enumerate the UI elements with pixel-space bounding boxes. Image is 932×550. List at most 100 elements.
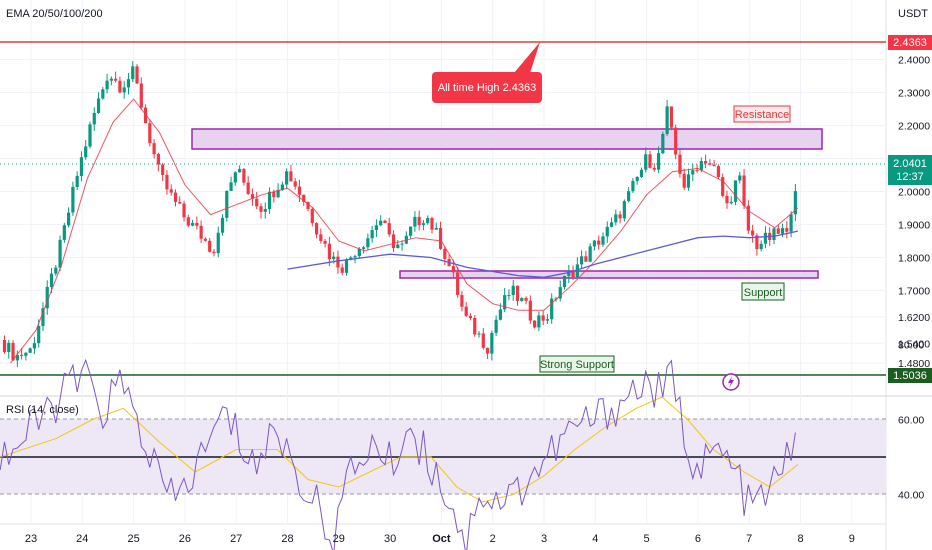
candle-body [430, 218, 434, 230]
candle-body [417, 216, 421, 226]
candle-body [776, 228, 780, 234]
time-tick-label: 30 [384, 533, 396, 545]
price-axis[interactable]: 2.40002.30002.20002.10002.00001.90001.80… [898, 55, 930, 371]
price-tick-label: 1.6200 [898, 312, 930, 324]
candle-body [186, 217, 190, 226]
candle-body [332, 256, 336, 260]
candle-body [199, 225, 203, 239]
time-axis[interactable]: 23 24 25 26 27 28 29 30 Oct 2 3 4 5 6 7 8 9 [25, 533, 855, 545]
time-tick-label: Oct [432, 533, 451, 545]
candle-body [708, 163, 712, 165]
rsi-title: RSI (14, close) [6, 404, 79, 416]
candle-body [357, 248, 361, 257]
candle-body [75, 175, 79, 187]
candle-body [178, 201, 182, 204]
flash-icon-bolt [728, 376, 734, 388]
candle-body [503, 295, 507, 310]
strong-support-label: Strong Support [540, 359, 614, 371]
candle-body [588, 246, 592, 262]
candle-body [396, 244, 400, 249]
price-tick-label: 2.4000 [898, 55, 930, 67]
candle-body [225, 190, 229, 218]
candle-body [537, 315, 541, 328]
support-label-box[interactable] [741, 282, 785, 301]
ema-fast-line [10, 98, 799, 364]
candle-body [374, 225, 379, 231]
candle-body [122, 87, 126, 93]
candle-body [114, 78, 118, 81]
candle-body [152, 143, 156, 155]
candle-body [639, 169, 644, 178]
resistance-zone[interactable] [191, 128, 823, 150]
candle-body [644, 154, 648, 170]
candle-body [609, 222, 614, 227]
candle-body [314, 223, 319, 235]
price-tick-label: 2.0000 [898, 187, 930, 199]
candle-body [614, 214, 618, 223]
candle-body [32, 343, 37, 349]
candle-body [54, 267, 58, 274]
candle-body [669, 106, 673, 128]
candle-body [379, 220, 383, 226]
time-tick-label: 28 [281, 533, 293, 545]
candle-body [789, 214, 793, 232]
candle-body [558, 287, 562, 299]
candle-body [721, 177, 725, 196]
candle-body [421, 223, 426, 226]
rsi-tick-label: 60.00 [898, 415, 924, 427]
support-zone[interactable] [399, 270, 819, 279]
current-price-tag [888, 155, 932, 185]
candle-body [169, 189, 173, 193]
candle-body [366, 238, 370, 248]
candle-body [319, 234, 323, 241]
ema-slow-line [287, 230, 799, 278]
candle-body [101, 89, 105, 99]
strong-support-price-tag-text: 1.5036 [893, 370, 927, 382]
candle-body [229, 182, 233, 191]
candle-body [597, 240, 601, 245]
ath-callout-text: All time High 2.4363 [438, 82, 536, 94]
candle-body [716, 166, 721, 178]
candle-body [627, 191, 631, 202]
candle-body [353, 256, 357, 258]
resistance-label-box[interactable] [733, 105, 791, 123]
candle-body [182, 203, 186, 218]
candle-body [96, 98, 101, 113]
candle-body [678, 154, 682, 174]
candle-body [126, 79, 131, 88]
candle-body [293, 181, 297, 187]
rsi-tick-label: 80.00 [898, 340, 924, 352]
candle-body [263, 209, 267, 212]
candle-body [212, 251, 216, 254]
candle-body [37, 326, 41, 344]
candle-body [173, 192, 178, 202]
candle-body [631, 180, 635, 192]
candle-body [477, 333, 481, 335]
candle-body [793, 191, 797, 215]
candle-body [88, 124, 92, 147]
candle-body [280, 184, 284, 190]
candle-body [490, 332, 494, 354]
candle-body [494, 319, 498, 333]
time-tick-label: 23 [25, 533, 37, 545]
price-tick-label: 1.4800 [898, 358, 930, 370]
strong-support-label-box[interactable] [539, 355, 615, 373]
candle-body [426, 218, 430, 224]
time-tick-label: 2 [490, 533, 496, 545]
ath-callout-box[interactable] [432, 72, 542, 103]
candles [2, 61, 797, 368]
candle-body [652, 167, 656, 170]
price-tick-label: 1.7000 [898, 286, 930, 298]
candle-body [511, 285, 515, 296]
time-tick-label: 27 [230, 533, 242, 545]
candle-body [285, 171, 289, 185]
candle-body [327, 243, 331, 260]
candle-body [190, 222, 195, 226]
candle-body [135, 66, 139, 84]
candle-body [19, 354, 24, 356]
price-tick-label: 2.2000 [898, 121, 930, 133]
time-tick-label: 6 [695, 533, 701, 545]
candle-body [344, 259, 349, 273]
